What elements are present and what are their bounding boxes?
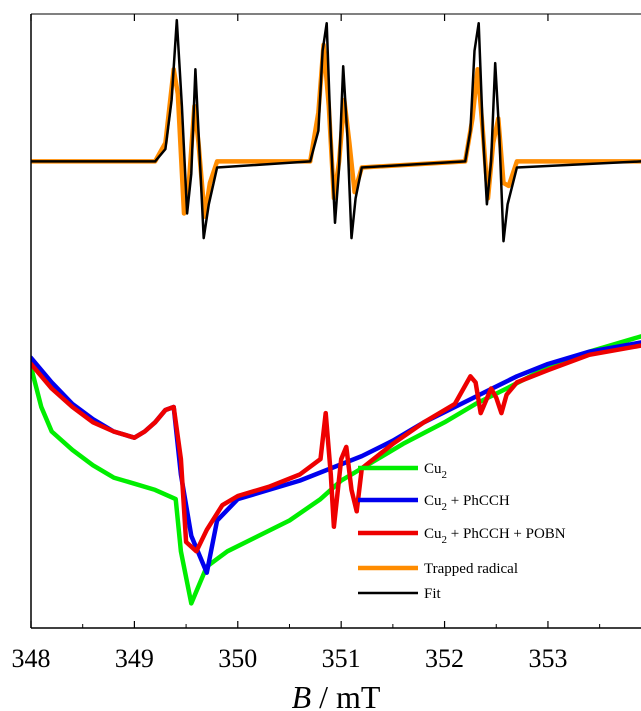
- legend-label-subscript: 2: [442, 469, 448, 481]
- x-axis-title-symbol: B: [292, 679, 312, 711]
- legend-label-base: Fit: [424, 586, 442, 602]
- x-tick-label-348: 348: [12, 644, 51, 673]
- x-axis-title-unit: / mT: [311, 679, 381, 711]
- legend-label-base: Cu: [424, 461, 442, 477]
- legend-label-base: Trapped radical: [424, 561, 518, 577]
- x-axis-title: B / mT: [292, 679, 381, 711]
- legend-label-base: Cu: [424, 493, 442, 509]
- legend-label-1: Cu2 + PhCCH: [424, 493, 510, 513]
- legend-label-rest: + PhCCH: [447, 493, 510, 509]
- x-tick-label-350: 350: [218, 644, 257, 673]
- legend-label-4: Fit: [424, 586, 442, 602]
- legend-label-3: Trapped radical: [424, 561, 518, 577]
- series-line-cu2: [31, 334, 641, 606]
- x-tick-label-349: 349: [115, 644, 154, 673]
- legend-label-2: Cu2 + PhCCH + POBN: [424, 526, 566, 546]
- axes: 348 349 350 351 352 353 B / mT: [12, 13, 641, 711]
- x-tick-label-351: 351: [322, 644, 361, 673]
- legend-label-rest: + PhCCH + POBN: [447, 526, 566, 542]
- x-tick-label-352: 352: [425, 644, 464, 673]
- plot-area: [31, 18, 641, 606]
- series-line-cu2-phcch-pobn: [31, 343, 641, 554]
- x-tick-label-353: 353: [528, 644, 567, 673]
- series-line-fit: [31, 18, 641, 243]
- legend-label-subscript: 2: [442, 501, 448, 513]
- legend-label-0: Cu2: [424, 461, 447, 481]
- series-line-trapped-radical: [31, 42, 641, 219]
- series-lines: [31, 18, 641, 606]
- legend-label-base: Cu: [424, 526, 442, 542]
- legend-label-subscript: 2: [442, 534, 448, 546]
